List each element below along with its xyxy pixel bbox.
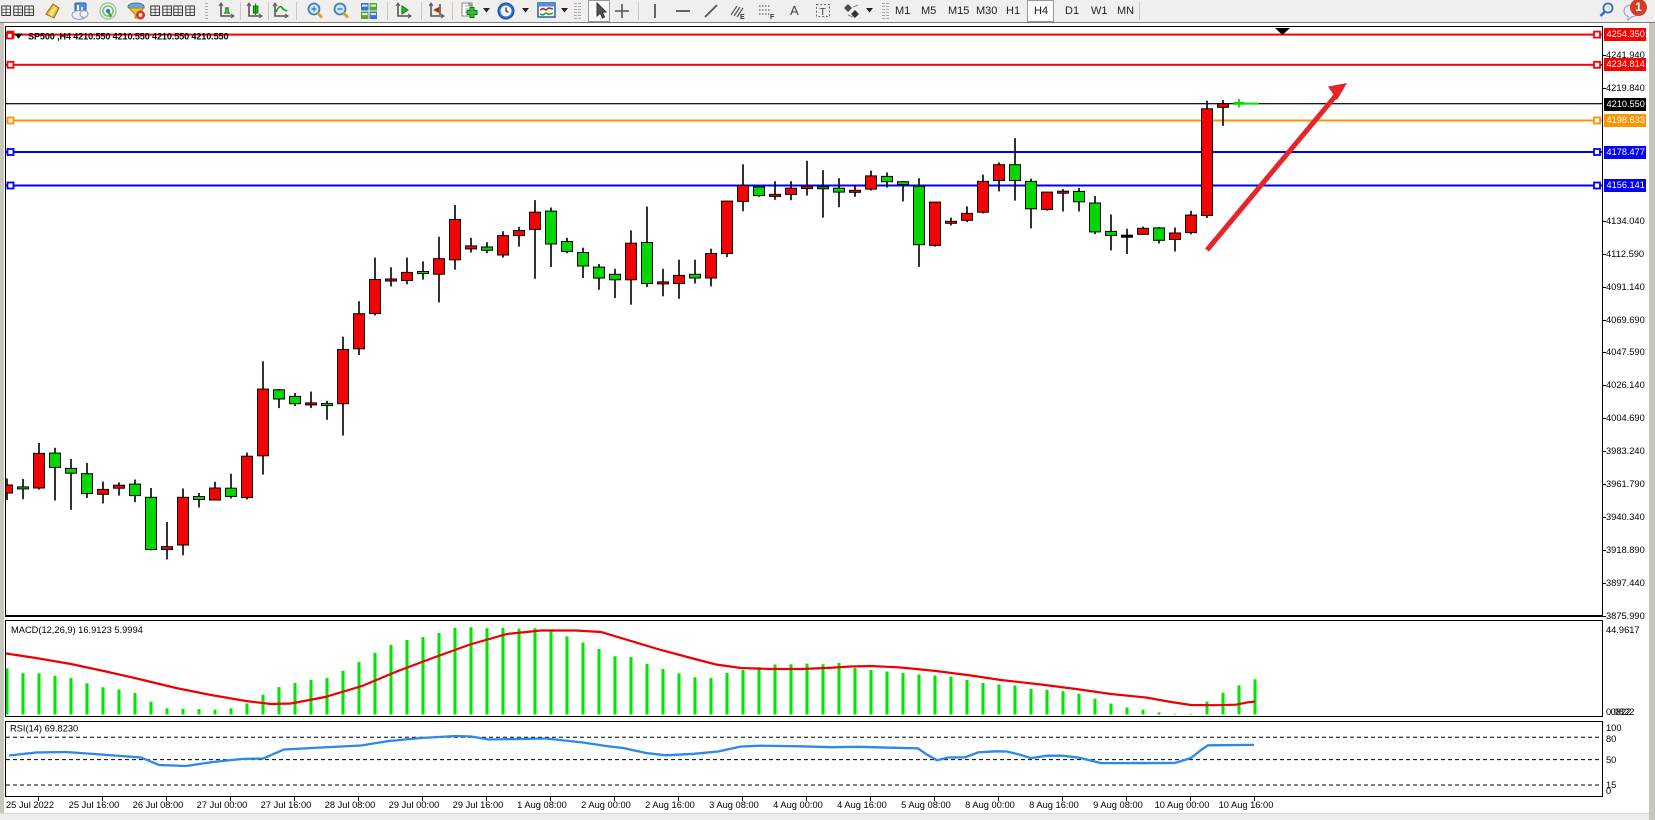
svg-text:F: F [770, 14, 775, 20]
svg-text:E: E [740, 14, 745, 20]
svg-text:RSI(14) 69.8230: RSI(14) 69.8230 [10, 724, 78, 734]
svg-text:MACD(12,26,9) 16.9123 5.9994: MACD(12,26,9) 16.9123 5.9994 [11, 625, 143, 635]
svg-text:SP500 ,H4 4210.550 4210.550 4: SP500 ,H4 4210.550 4210.550 4210.550 421… [28, 32, 228, 42]
svg-text:T: T [820, 6, 827, 18]
